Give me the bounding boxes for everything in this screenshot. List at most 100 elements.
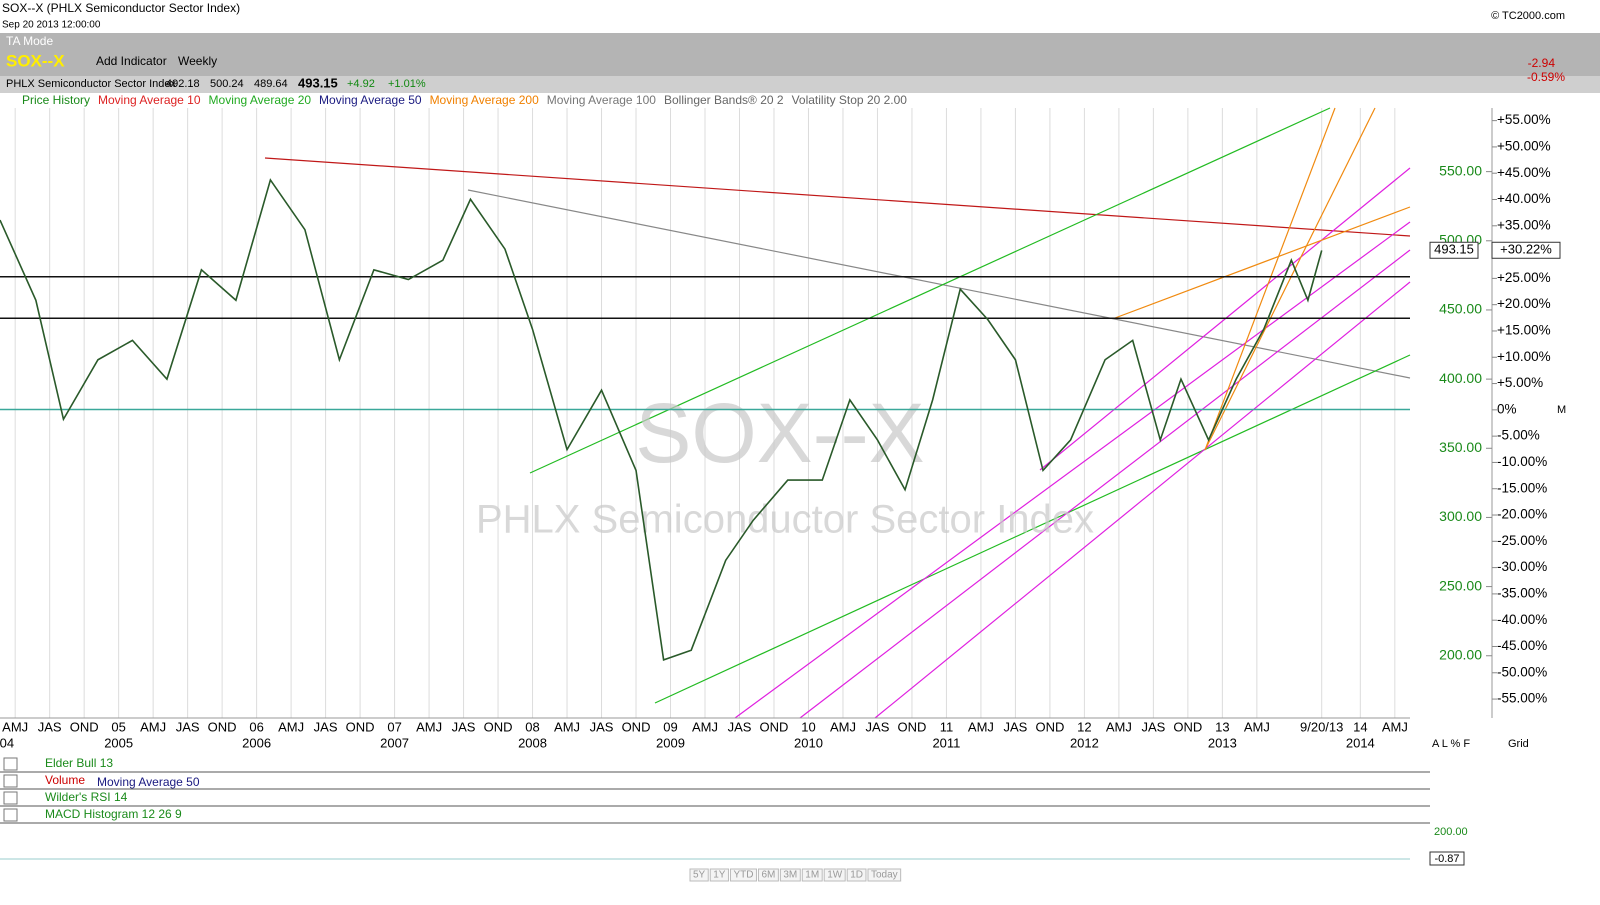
x-year-label: 2011 — [932, 735, 960, 750]
trendline — [1204, 107, 1376, 451]
y2-tick-label: +25.00% — [1497, 270, 1551, 285]
day-change-pct: -0.59% — [1527, 70, 1565, 84]
legend-item[interactable]: Moving Average 10 — [98, 93, 201, 107]
scale-button-label[interactable]: YTD — [733, 870, 753, 881]
x-tick-label: AMJ — [830, 719, 856, 734]
x-tick-label: OND — [1035, 719, 1064, 734]
y-tick-label: 400.00 — [1439, 370, 1482, 386]
scale-button-label[interactable]: 3M — [783, 870, 797, 881]
scale-button[interactable] — [709, 868, 729, 882]
x-tick-label: AMJ — [968, 719, 994, 734]
x-tick-label: JAS — [176, 719, 200, 734]
panel-close[interactable] — [3, 808, 18, 822]
panel-extra: Moving Average 50 — [97, 775, 200, 789]
y-tick-label: 350.00 — [1439, 439, 1482, 455]
grid — [14, 108, 1396, 718]
scale-button-label[interactable]: Today — [871, 870, 898, 881]
trendlines — [264, 107, 1411, 719]
y2-tick-label: 0% — [1497, 401, 1517, 416]
scale-button-label[interactable]: 1D — [850, 870, 863, 881]
x-tick-label: OND — [70, 719, 99, 734]
legend-item[interactable]: Bollinger Bands® 20 2 — [664, 93, 784, 107]
quote-close: 493.15 — [298, 75, 338, 90]
y2-tick-label: -30.00% — [1497, 559, 1547, 574]
x-tick-label: AMJ — [554, 719, 580, 734]
panel-close[interactable] — [3, 757, 18, 771]
trendline — [874, 281, 1411, 719]
scale-button[interactable] — [779, 868, 801, 882]
x-tick-label: OND — [208, 719, 237, 734]
x-tick-label: 13 — [1215, 719, 1229, 734]
m-label: M — [1557, 404, 1566, 416]
y2-tick-label: -10.00% — [1497, 454, 1547, 469]
x-year-label: 2010 — [794, 735, 823, 750]
trendline — [734, 221, 1411, 719]
scale-button[interactable] — [757, 868, 779, 882]
mode-button[interactable]: TA Mode — [6, 34, 53, 48]
scale-button[interactable] — [689, 868, 709, 882]
price-tag-box — [1429, 241, 1479, 259]
x-tick-label: 11 — [940, 719, 954, 734]
quote-low: 489.64 — [254, 78, 288, 90]
x-year-label: 2005 — [104, 735, 133, 750]
x-tick-label: OND — [898, 719, 927, 734]
x-tick-label: AMJ — [278, 719, 304, 734]
x-tick-label: 08 — [525, 719, 539, 734]
panel-title: Wilder's RSI 14 — [45, 790, 128, 804]
quote-bg — [0, 76, 1600, 93]
x-tick-label: JAS — [38, 719, 62, 734]
legend-item[interactable]: Moving Average 100 — [547, 93, 657, 107]
y2-tick-label: +35.00% — [1497, 217, 1551, 232]
x-tick-label: OND — [346, 719, 375, 734]
scale-button[interactable] — [867, 868, 902, 882]
panel-close[interactable] — [3, 774, 18, 788]
x-tick-label: AMJ — [140, 719, 166, 734]
legend-item[interactable]: Moving Average 50 — [319, 93, 422, 107]
scale-button-label[interactable]: 1W — [827, 870, 843, 881]
scale-button-label[interactable]: 1M — [805, 870, 819, 881]
y2-tick-label: -20.00% — [1497, 507, 1547, 522]
scale-button[interactable] — [801, 868, 823, 882]
period-select[interactable]: Weekly — [178, 54, 217, 68]
pct-tag-box — [1491, 241, 1561, 259]
trendline — [1204, 107, 1336, 451]
quote-change: +4.92 — [347, 78, 375, 90]
scale-button[interactable] — [823, 868, 846, 882]
y-tick-label: 450.00 — [1439, 301, 1482, 317]
legend-item[interactable]: Moving Average 20 — [209, 93, 312, 107]
legend-item[interactable]: Price History — [22, 93, 90, 107]
scale-button[interactable] — [729, 868, 757, 882]
y2-tick-label: -15.00% — [1497, 480, 1547, 495]
x-tick-label: JAS — [1141, 719, 1165, 734]
x-tick-label: 07 — [387, 719, 401, 734]
quote-high: 500.24 — [210, 78, 244, 90]
y2-tick-label: -50.00% — [1497, 664, 1547, 679]
scale-button-label[interactable]: 1Y — [713, 870, 726, 881]
legend-item[interactable]: Moving Average 200 — [430, 93, 540, 107]
x-tick-label: OND — [484, 719, 513, 734]
x-year-label: 2007 — [380, 735, 409, 750]
add-indicator[interactable]: Add Indicator — [96, 54, 167, 68]
y2-tick-label: +5.00% — [1497, 375, 1543, 390]
panel-close[interactable] — [3, 791, 18, 805]
x-tick-label: JAS — [866, 719, 890, 734]
x-year-label: 2012 — [1070, 735, 1099, 750]
axis-modes[interactable]: A L % F — [1432, 738, 1470, 750]
panel-title: MACD Histogram 12 26 9 — [45, 807, 182, 821]
grid-toggle[interactable]: Grid — [1508, 738, 1529, 750]
x-tick-label: 09 — [663, 719, 677, 734]
scale-button-label[interactable]: 6M — [761, 870, 775, 881]
y2-tick-label: -40.00% — [1497, 612, 1547, 627]
title: SOX--X (PHLX Semiconductor Sector Index) — [2, 1, 240, 15]
x-tick-label: AMJ — [1244, 719, 1270, 734]
y2-tick-label: -55.00% — [1497, 691, 1547, 706]
scale-button[interactable] — [846, 868, 867, 882]
y2-tick-label: +50.00% — [1497, 138, 1551, 153]
x-tick-label: OND — [1173, 719, 1202, 734]
quote-open: 492.18 — [166, 78, 200, 90]
symbol[interactable]: SOX--X — [6, 51, 65, 70]
legend-item[interactable]: Volatility Stop 20 2.00 — [792, 93, 908, 107]
trendline — [1039, 167, 1411, 471]
scale-button-label[interactable]: 5Y — [693, 870, 706, 881]
